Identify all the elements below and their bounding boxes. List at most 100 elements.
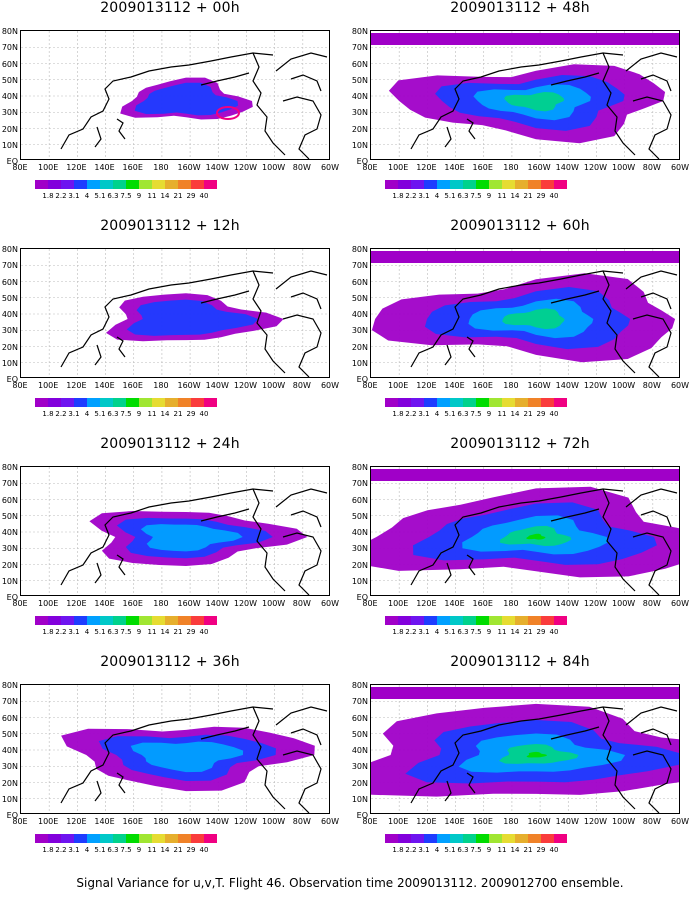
colorbar-swatch	[398, 180, 411, 189]
coastline	[252, 488, 286, 592]
latitude-tick-label: 80N	[1, 463, 18, 472]
panel-title: 2009013112 + 36h	[100, 654, 240, 670]
colorbar-swatch	[178, 616, 191, 625]
coastline	[282, 532, 322, 595]
coastline	[282, 314, 322, 377]
longitude-tick-label: 160E	[122, 599, 143, 608]
forecast-panel: 2009013112 + 84h 80N 70N 60N 50N 40N 30N 20N 10N…	[350, 654, 690, 869]
colorbar-tick-label: 5.1	[444, 410, 456, 418]
latitude-tick-label: 60N	[351, 277, 368, 287]
coastline	[252, 270, 286, 374]
coastline	[410, 270, 624, 368]
longitude-tick-label: 120E	[416, 163, 437, 172]
colorbar-tick-label: 1.8	[42, 846, 54, 854]
flight-track-marker	[216, 106, 240, 120]
longitude-tick-label: 180	[153, 163, 169, 172]
colorbar-tick-label: 11	[147, 410, 157, 418]
coastline	[550, 290, 600, 304]
colorbar-tick-label: 5.1	[444, 846, 456, 854]
coastline	[282, 96, 322, 159]
colorbar-swatch	[152, 834, 165, 843]
longitude-tick-label: 100E	[38, 817, 59, 826]
longitude-tick-label: 80E	[362, 381, 378, 390]
coastline	[640, 728, 672, 746]
colorbar-swatch	[165, 180, 178, 189]
coastline	[200, 290, 250, 304]
colorbar-tick-label: 6.3	[107, 410, 119, 418]
map-plot	[370, 684, 680, 814]
latitude-tick-label: 50N	[351, 511, 368, 521]
longitude-tick-label: 80W	[292, 817, 311, 826]
colorbar-swatch	[502, 398, 515, 407]
longitude-tick-label: 180	[153, 381, 169, 390]
colorbar-tick-label: 6.3	[457, 410, 469, 418]
colorbar-swatch	[74, 398, 87, 407]
latitude-tick-label: 30N	[1, 762, 18, 772]
forecast-panel: 2009013112 + 36h 80N 70N 60N 50N 40N 30N 20N 10N…	[0, 654, 340, 869]
panel-title: 2009013112 + 24h	[100, 436, 240, 452]
colorbar-tick-label: 40	[549, 628, 559, 636]
latitude-tick-label: 30N	[1, 108, 18, 118]
colorbar-tick-label: 7.5	[470, 628, 482, 636]
colorbar-swatch	[35, 398, 48, 407]
coastline	[444, 126, 452, 148]
longitude-tick-label: 100E	[388, 381, 409, 390]
colorbar-swatch	[554, 834, 567, 843]
colorbar	[385, 180, 567, 189]
variance-map-svg	[21, 31, 329, 159]
colorbar-tick-label: 9	[136, 846, 142, 854]
longitude-tick-label: 140W	[205, 381, 229, 390]
latitude-tick-label: 60N	[1, 277, 18, 287]
colorbar-tick-label: 1.8	[42, 410, 54, 418]
panel-title: 2009013112 + 12h	[100, 218, 240, 234]
colorbar-tick-label: 4	[434, 192, 440, 200]
colorbar-tick-label: 3.1	[418, 628, 430, 636]
longitude-tick-label: 100W	[612, 163, 636, 172]
map-plot	[20, 466, 330, 596]
longitude-tick-label: 160E	[472, 163, 493, 172]
latitude-tick-label: 70N	[351, 697, 368, 707]
colorbar-swatch	[476, 616, 489, 625]
colorbar-swatch	[61, 616, 74, 625]
coastline	[410, 52, 624, 150]
longitude-tick-label: 180	[503, 163, 519, 172]
colorbar-swatch	[398, 834, 411, 843]
variance-map-svg	[371, 31, 679, 159]
longitude-tick-label: 60W	[670, 817, 690, 826]
longitude-tick-label: 60W	[670, 163, 690, 172]
colorbar-tick-label: 4	[434, 628, 440, 636]
latitude-tick-label: 80N	[1, 245, 18, 254]
colorbar-swatch	[165, 834, 178, 843]
latitude-tick-label: EQ	[6, 157, 18, 166]
colorbar-tick-label: 4	[434, 410, 440, 418]
latitude-tick-label: 80N	[351, 463, 368, 472]
latitude-tick-label: 40N	[351, 92, 368, 101]
colorbar-swatch	[204, 834, 217, 843]
colorbar-swatch	[87, 180, 100, 189]
colorbar-swatch	[204, 616, 217, 625]
latitude-tick-label: 40N	[351, 746, 368, 755]
colorbar-tick-label: 7.5	[120, 846, 132, 854]
coastline	[275, 52, 328, 72]
colorbar-swatch	[165, 398, 178, 407]
coastline	[632, 314, 672, 377]
coastline	[60, 488, 274, 586]
latitude-tick-label: 40N	[351, 528, 368, 537]
longitude-tick-label: 60W	[670, 599, 690, 608]
colorbar-tick-label: 2.2	[405, 628, 417, 636]
coastline	[60, 706, 274, 804]
longitude-tick-label: 140E	[444, 163, 465, 172]
colorbar-tick-label: 3.1	[68, 628, 80, 636]
colorbar-swatch	[411, 834, 424, 843]
latitude-tick-label: 10N	[1, 140, 18, 150]
colorbar-tick-label: 4	[84, 410, 90, 418]
colorbar-swatch	[515, 180, 528, 189]
colorbar-tick-label: 4	[84, 192, 90, 200]
latitude-tick-label: 70N	[351, 261, 368, 271]
colorbar	[35, 398, 217, 407]
colorbar-swatch	[126, 616, 139, 625]
colorbar-swatch	[424, 834, 437, 843]
latitude-tick-label: 40N	[351, 310, 368, 319]
latitude-tick-label: 60N	[351, 59, 368, 69]
coastline	[640, 292, 672, 310]
